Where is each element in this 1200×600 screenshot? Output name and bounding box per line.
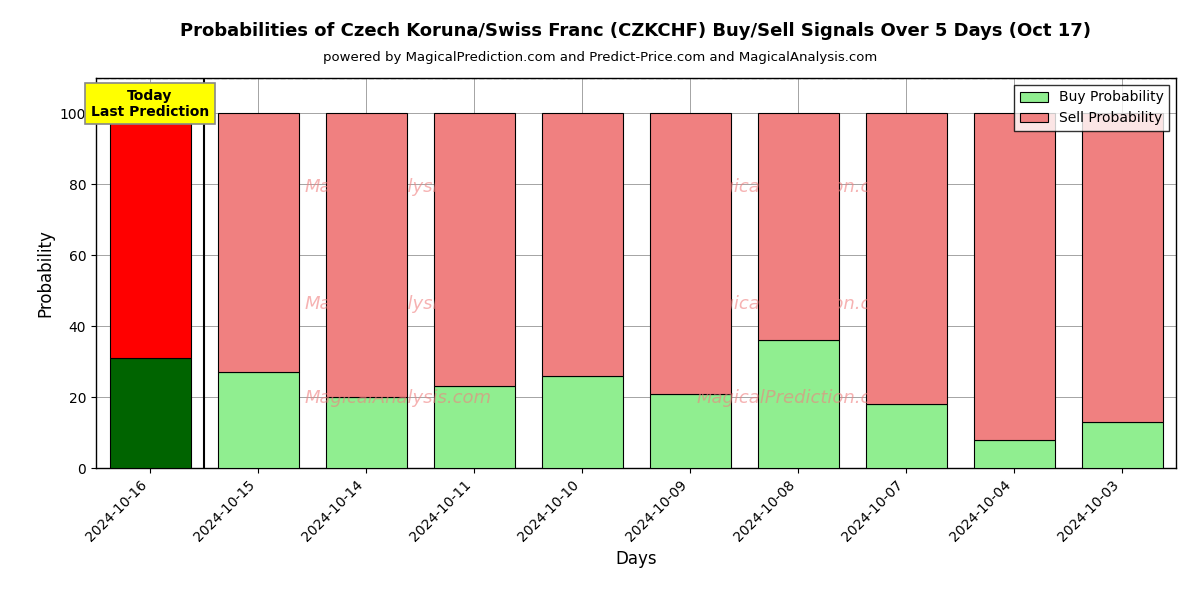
X-axis label: Days: Days: [616, 550, 656, 568]
Bar: [649, 113, 731, 394]
Bar: [433, 113, 515, 386]
Bar: [1081, 113, 1163, 422]
Bar: [1081, 422, 1163, 468]
Bar: [757, 340, 839, 468]
Bar: [865, 404, 947, 468]
Bar: [541, 376, 623, 468]
Text: MagicalAnalysis.com: MagicalAnalysis.com: [305, 295, 492, 313]
Bar: [217, 113, 299, 372]
Bar: [433, 386, 515, 468]
Text: Today
Last Prediction: Today Last Prediction: [91, 89, 209, 119]
Text: powered by MagicalPrediction.com and Predict-Price.com and MagicalAnalysis.com: powered by MagicalPrediction.com and Pre…: [323, 50, 877, 64]
Bar: [109, 358, 191, 468]
Legend: Buy Probability, Sell Probability: Buy Probability, Sell Probability: [1014, 85, 1169, 131]
Bar: [217, 372, 299, 468]
Text: MagicalAnalysis.com: MagicalAnalysis.com: [305, 389, 492, 407]
Text: MagicalPrediction.com: MagicalPrediction.com: [696, 389, 900, 407]
Text: MagicalPrediction.com: MagicalPrediction.com: [696, 295, 900, 313]
Title: Probabilities of Czech Koruna/Swiss Franc (CZKCHF) Buy/Sell Signals Over 5 Days : Probabilities of Czech Koruna/Swiss Fran…: [180, 22, 1092, 40]
Bar: [541, 113, 623, 376]
Bar: [865, 113, 947, 404]
Bar: [109, 113, 191, 358]
Bar: [649, 394, 731, 468]
Bar: [757, 113, 839, 340]
Bar: [973, 113, 1055, 440]
Text: MagicalAnalysis.com: MagicalAnalysis.com: [305, 178, 492, 196]
Bar: [973, 440, 1055, 468]
Bar: [325, 113, 407, 397]
Y-axis label: Probability: Probability: [36, 229, 54, 317]
Text: MagicalPrediction.com: MagicalPrediction.com: [696, 178, 900, 196]
Bar: [325, 397, 407, 468]
